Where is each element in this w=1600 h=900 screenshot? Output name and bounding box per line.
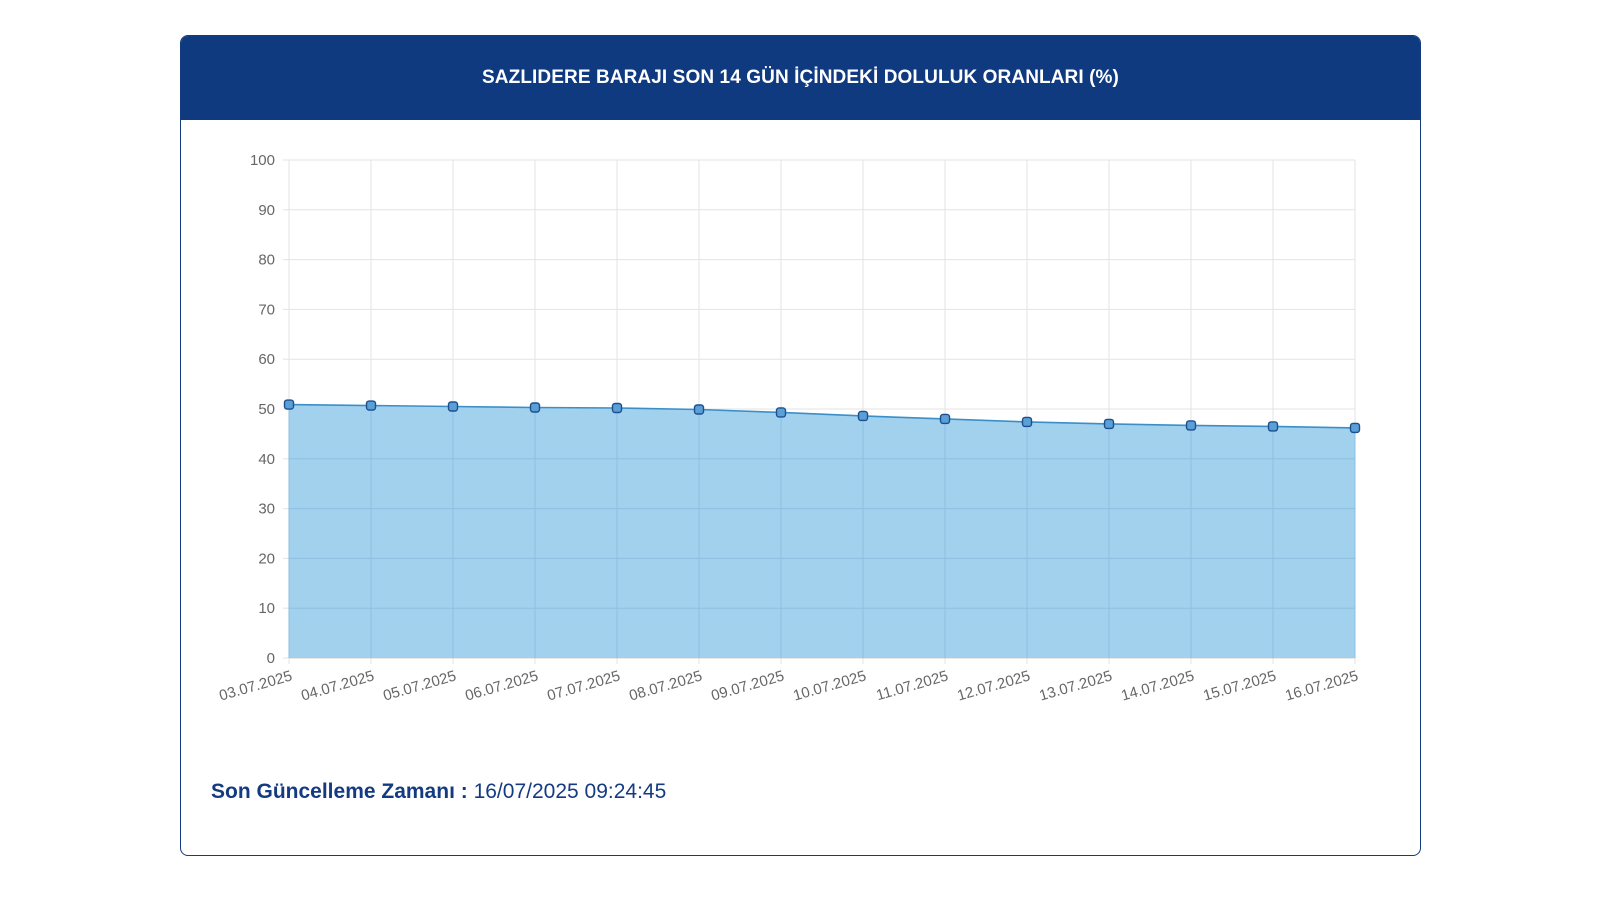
x-tick-label: 07.07.2025 (545, 668, 622, 705)
x-tick-label: 14.07.2025 (1119, 668, 1196, 705)
series-line (288, 403, 1356, 429)
data-point[interactable] (939, 413, 951, 425)
data-point[interactable] (365, 400, 377, 411)
x-tick-label: 13.07.2025 (1037, 668, 1114, 705)
area-fill (289, 404, 1355, 658)
chart-title: SAZLIDERE BARAJI SON 14 GÜN İÇİNDEKİ DOL… (482, 67, 1119, 88)
y-tick-label: 90 (258, 202, 275, 219)
data-point[interactable] (529, 402, 541, 413)
x-tick-label: 15.07.2025 (1201, 668, 1278, 705)
points-layer (283, 399, 1361, 434)
data-point[interactable] (447, 401, 459, 412)
area-layer (288, 403, 1356, 658)
data-point[interactable] (775, 407, 787, 418)
y-tick-label: 0 (267, 650, 275, 667)
data-point[interactable] (693, 404, 705, 415)
x-tick-label: 06.07.2025 (463, 668, 540, 705)
x-tick-label: 03.07.2025 (217, 668, 294, 705)
last-update: Son Güncelleme Zamanı : 16/07/2025 09:24… (211, 780, 666, 804)
x-tick-label: 09.07.2025 (709, 668, 786, 705)
card-header: SAZLIDERE BARAJI SON 14 GÜN İÇİNDEKİ DOL… (181, 36, 1420, 120)
y-axis: 0 10 20 30 40 50 60 70 80 90 100 (250, 152, 275, 667)
y-tick-label: 70 (258, 301, 275, 318)
chart-card: SAZLIDERE BARAJI SON 14 GÜN İÇİNDEKİ DOL… (180, 35, 1421, 856)
data-point[interactable] (283, 399, 295, 410)
x-tick-label: 10.07.2025 (791, 668, 868, 705)
data-point[interactable] (857, 410, 869, 422)
x-tick-label: 05.07.2025 (381, 668, 458, 705)
x-tick-label: 12.07.2025 (955, 668, 1032, 705)
y-tick-label: 20 (258, 550, 275, 567)
data-point[interactable] (1103, 418, 1115, 430)
data-point[interactable] (611, 402, 623, 414)
x-tick-label: 08.07.2025 (627, 668, 704, 705)
last-update-label: Son Güncelleme Zamanı : (211, 780, 468, 803)
x-tick-label: 16.07.2025 (1283, 668, 1360, 705)
y-tick-label: 60 (258, 351, 275, 368)
y-tick-label: 30 (258, 501, 275, 518)
data-point[interactable] (1349, 422, 1361, 434)
x-tick-label: 04.07.2025 (299, 668, 376, 705)
y-tick-label: 80 (258, 252, 275, 269)
data-point[interactable] (1021, 416, 1033, 428)
x-axis: 03.07.2025 04.07.2025 05.07.2025 06.07.2025… (217, 668, 1360, 705)
data-point[interactable] (1185, 420, 1197, 431)
x-tick-label: 11.07.2025 (874, 668, 950, 705)
fill-rate-chart: 0 10 20 30 40 50 60 70 80 90 100 03.07.2025 04.07.2… (217, 152, 1361, 705)
last-update-value: 16/07/2025 09:24:45 (473, 780, 667, 803)
y-tick-label: 100 (250, 152, 275, 169)
y-tick-label: 40 (258, 451, 275, 468)
y-tick-label: 10 (258, 600, 275, 617)
y-tick-label: 50 (258, 401, 275, 418)
data-point[interactable] (1267, 421, 1279, 432)
